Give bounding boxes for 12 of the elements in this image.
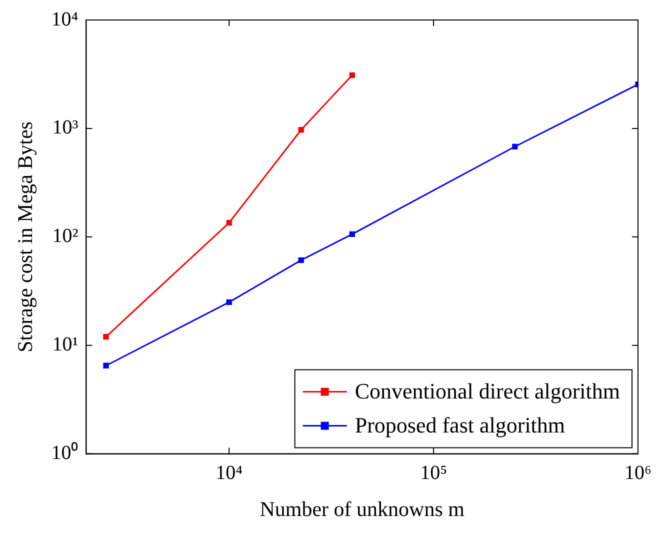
legend-label: Proposed fast algorithm — [354, 412, 566, 438]
y-tick-label: 10⁰ — [51, 441, 78, 464]
y-axis-title: Storage cost in Mega Bytes — [13, 121, 38, 352]
y-tick-label: 10² — [52, 225, 78, 248]
x-tick-label: 10⁵ — [420, 462, 448, 484]
legend-label: Conventional direct algorithm — [354, 378, 620, 404]
y-tick-label: 10³ — [52, 116, 78, 139]
x-tick-label: 10⁶ — [624, 462, 652, 484]
x-axis-title: Number of unknowns m — [260, 496, 464, 521]
x-tick-label: 10⁴ — [216, 462, 243, 484]
y-tick-label: 10¹ — [52, 334, 78, 356]
y-tick-label: 10⁴ — [51, 8, 78, 30]
